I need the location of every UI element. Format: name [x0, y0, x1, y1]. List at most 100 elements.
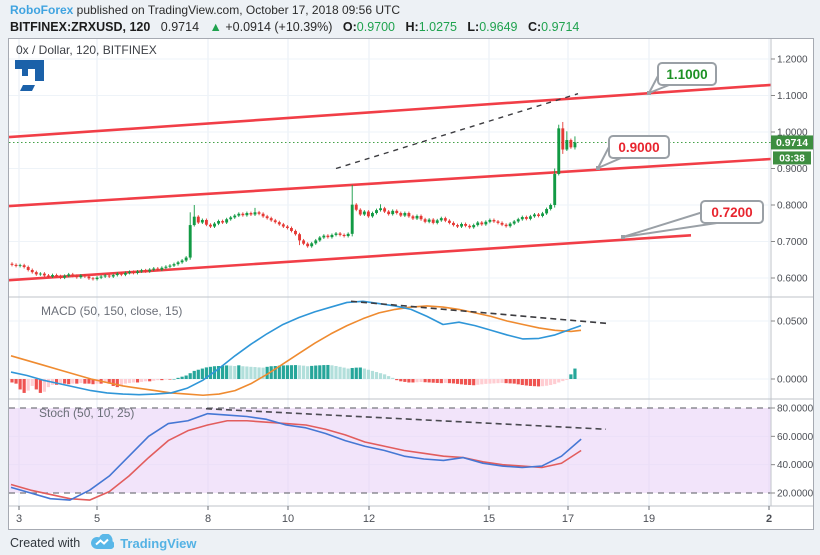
- candle: [164, 266, 168, 268]
- stoch-pane: Stoch (50, 10, 25): [10, 406, 607, 501]
- candle: [123, 272, 127, 275]
- candle: [18, 265, 22, 267]
- close-label: C:: [527, 20, 542, 34]
- candle: [528, 216, 532, 219]
- candle: [573, 142, 577, 148]
- candle: [38, 273, 42, 275]
- candle: [447, 220, 451, 223]
- bar-countdown: [773, 151, 811, 165]
- candle: [508, 223, 512, 227]
- last-price-badge: 0.9714 03:38: [771, 135, 813, 165]
- candle: [302, 240, 306, 244]
- candle: [415, 215, 419, 219]
- candle: [59, 276, 63, 278]
- svg-text:0.7200: 0.7200: [711, 205, 752, 220]
- symbol-info-bar: BITFINEX:ZRXUSD, 120 0.9714 ▲ +0.0914 (+…: [10, 19, 810, 35]
- candle: [472, 225, 476, 228]
- svg-text:0.0500: 0.0500: [777, 317, 808, 328]
- tradingview-brand-link[interactable]: TradingView: [120, 535, 197, 551]
- close-value: 0.9714: [541, 20, 580, 34]
- candle: [22, 265, 26, 268]
- candle: [423, 219, 427, 222]
- candle: [456, 225, 459, 227]
- svg-text:17: 17: [562, 513, 574, 525]
- price-axis[interactable]: 1.2000 1.1000 1.0000 0.9000 0.8000 0.7000 0.60…: [771, 55, 814, 500]
- candle: [411, 216, 415, 219]
- publish-info: RoboForex published on TradingView.com, …: [10, 3, 810, 18]
- candle: [257, 212, 261, 214]
- candle: [213, 223, 216, 227]
- candle: [34, 272, 38, 275]
- candle: [200, 219, 204, 223]
- candle: [334, 233, 338, 235]
- candle: [140, 270, 144, 272]
- candle: [298, 234, 301, 241]
- candle: [79, 275, 83, 278]
- candle: [229, 217, 233, 220]
- candle: [314, 240, 318, 244]
- candle: [67, 274, 71, 276]
- candle: [354, 204, 358, 210]
- chart-area[interactable]: 0x / Dollar, 120, BITFINEX 1.1000 0.9000 0…: [8, 38, 814, 530]
- svg-text:40.0000: 40.0000: [777, 460, 813, 471]
- main-dashed-trendline[interactable]: [335, 93, 579, 170]
- candle: [156, 268, 160, 270]
- svg-text:10: 10: [282, 513, 294, 525]
- chart-header: RoboForex published on TradingView.com, …: [10, 3, 810, 35]
- candle: [221, 221, 225, 223]
- svg-text:1.1000: 1.1000: [777, 91, 808, 102]
- candle: [318, 237, 322, 241]
- svg-text:1.2000: 1.2000: [777, 55, 808, 66]
- svg-text:0.6000: 0.6000: [777, 274, 808, 285]
- candle: [342, 234, 346, 237]
- price-callout[interactable]: 0.9000: [595, 135, 670, 171]
- candle: [391, 210, 395, 215]
- candle: [63, 275, 67, 278]
- candle: [557, 128, 561, 174]
- candle: [233, 215, 237, 218]
- svg-text:12: 12: [363, 513, 375, 525]
- macd-label: MACD (50, 150, close, 15): [41, 304, 182, 318]
- candle: [115, 273, 119, 276]
- svg-text:0.0000: 0.0000: [777, 375, 808, 386]
- candle: [383, 208, 387, 212]
- price-channel-lines[interactable]: [8, 83, 772, 282]
- price-callout[interactable]: 0.7200: [621, 200, 764, 239]
- candle: [435, 220, 439, 223]
- candle: [26, 267, 30, 270]
- candle: [261, 213, 265, 217]
- candle: [310, 243, 314, 247]
- candle: [371, 213, 374, 217]
- price-callout[interactable]: 1.1000: [646, 62, 717, 95]
- candle: [330, 234, 334, 238]
- candle: [245, 213, 249, 216]
- price-chart-svg[interactable]: 1.1000 0.9000 0.7200 MACD (50, 150, close, …: [8, 39, 814, 529]
- svg-text:60.0000: 60.0000: [777, 432, 813, 443]
- candle: [217, 221, 220, 224]
- svg-text:19: 19: [643, 513, 655, 525]
- candle: [492, 219, 496, 222]
- candle: [241, 213, 245, 216]
- time-axis[interactable]: 3 5 8 10 12 15 17 19 2: [16, 506, 772, 525]
- roboforex-logo-icon: [14, 60, 46, 101]
- svg-text:8: 8: [205, 513, 211, 525]
- candle: [95, 277, 99, 280]
- candle: [285, 226, 289, 228]
- candle: [51, 275, 54, 277]
- candle: [549, 205, 553, 210]
- candle: [468, 225, 472, 228]
- candle: [476, 222, 480, 226]
- candle: [107, 275, 111, 277]
- candle: [83, 275, 87, 277]
- publish-text: published on TradingView.com, October 17…: [73, 3, 400, 17]
- candle: [204, 219, 208, 225]
- candle: [496, 221, 500, 223]
- candle: [249, 213, 253, 215]
- candle: [273, 220, 277, 223]
- svg-text:0.8000: 0.8000: [777, 201, 808, 212]
- candle: [395, 210, 399, 214]
- candle: [237, 213, 241, 216]
- macd-pane: MACD (50, 150, close, 15): [10, 300, 607, 397]
- publisher-name: RoboForex: [10, 3, 74, 17]
